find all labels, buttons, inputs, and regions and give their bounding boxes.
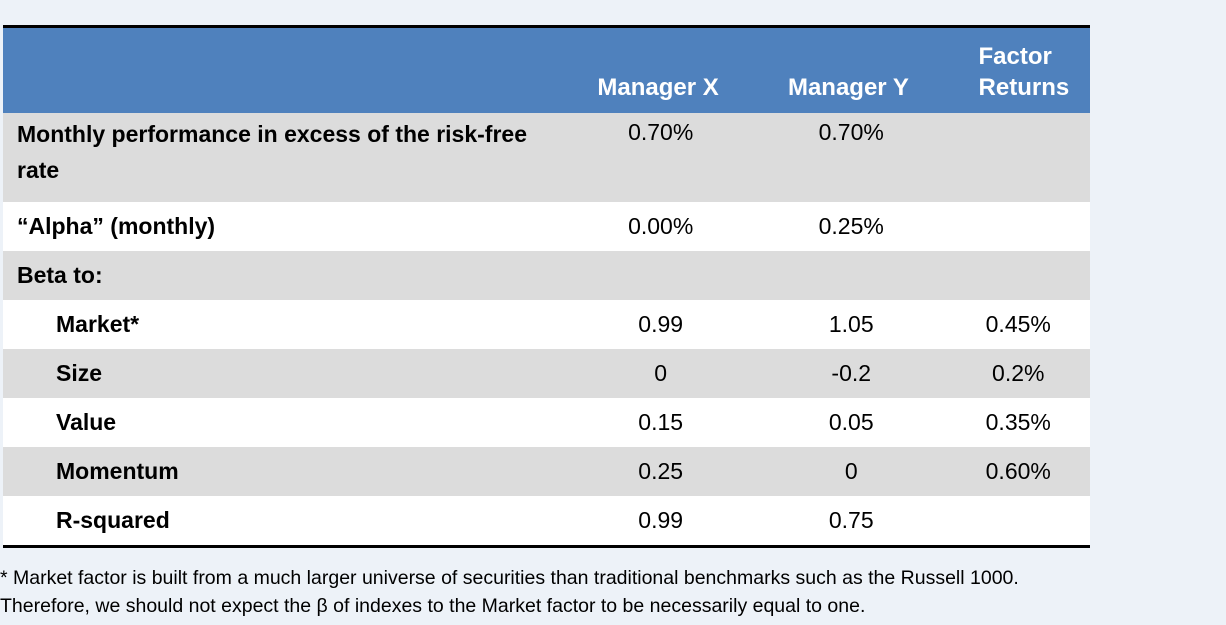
table-body: Monthly performance in excess of the ris… <box>3 113 1090 547</box>
cell: 0.05 <box>755 398 947 447</box>
cell: 0.15 <box>565 398 756 447</box>
cell: 0.25% <box>755 202 947 251</box>
table-row: Value 0.15 0.05 0.35% <box>3 398 1090 447</box>
cell: 0.25 <box>565 447 756 496</box>
empty-cell <box>946 113 1090 202</box>
row-label: Beta to: <box>3 251 566 300</box>
cell: 0.35% <box>946 398 1090 447</box>
row-label: Market* <box>3 300 566 349</box>
column-header: Manager Y <box>755 26 947 113</box>
cell: 0.70% <box>565 113 756 202</box>
cell: 0.45% <box>946 300 1090 349</box>
cell: 0.70% <box>755 113 947 202</box>
table-row: “Alpha” (monthly) 0.00% 0.25% <box>3 202 1090 251</box>
row-label: Monthly performance in excess of the ris… <box>3 113 566 202</box>
table-row: Size 0 -0.2 0.2% <box>3 349 1090 398</box>
cell: 0.99 <box>565 496 756 547</box>
empty-cell <box>755 251 947 300</box>
cell: 0 <box>755 447 947 496</box>
table-row: Market* 0.99 1.05 0.45% <box>3 300 1090 349</box>
column-header: Factor Returns <box>946 26 1090 113</box>
footnote: Therefore, we should not expect the β of… <box>0 595 866 617</box>
cell: -0.2 <box>755 349 947 398</box>
table-row: Monthly performance in excess of the ris… <box>3 113 1090 202</box>
empty-cell <box>946 496 1090 547</box>
data-table: Manager X Manager Y Factor Returns Monthly… <box>3 25 1090 548</box>
row-label: Value <box>3 398 566 447</box>
cell: 0.75 <box>755 496 947 547</box>
cell: 0.2% <box>946 349 1090 398</box>
cell: 0.99 <box>565 300 756 349</box>
empty-cell <box>565 251 756 300</box>
header-cell <box>3 26 566 113</box>
cell: 1.05 <box>755 300 947 349</box>
table-row: R-squared 0.99 0.75 <box>3 496 1090 547</box>
row-label: Size <box>3 349 566 398</box>
cell: 0.00% <box>565 202 756 251</box>
table-row: Momentum 0.25 0 0.60% <box>3 447 1090 496</box>
cell: 0 <box>565 349 756 398</box>
column-header: Manager X <box>565 26 756 113</box>
row-label: Momentum <box>3 447 566 496</box>
row-label: R-squared <box>3 496 566 547</box>
empty-cell <box>946 202 1090 251</box>
footnote: * Market factor is built from a much lar… <box>0 567 1019 589</box>
cell: 0.60% <box>946 447 1090 496</box>
empty-cell <box>946 251 1090 300</box>
row-label: “Alpha” (monthly) <box>3 202 566 251</box>
header-row: Manager X Manager Y Factor Returns <box>3 26 1090 113</box>
table-row: Beta to: <box>3 251 1090 300</box>
